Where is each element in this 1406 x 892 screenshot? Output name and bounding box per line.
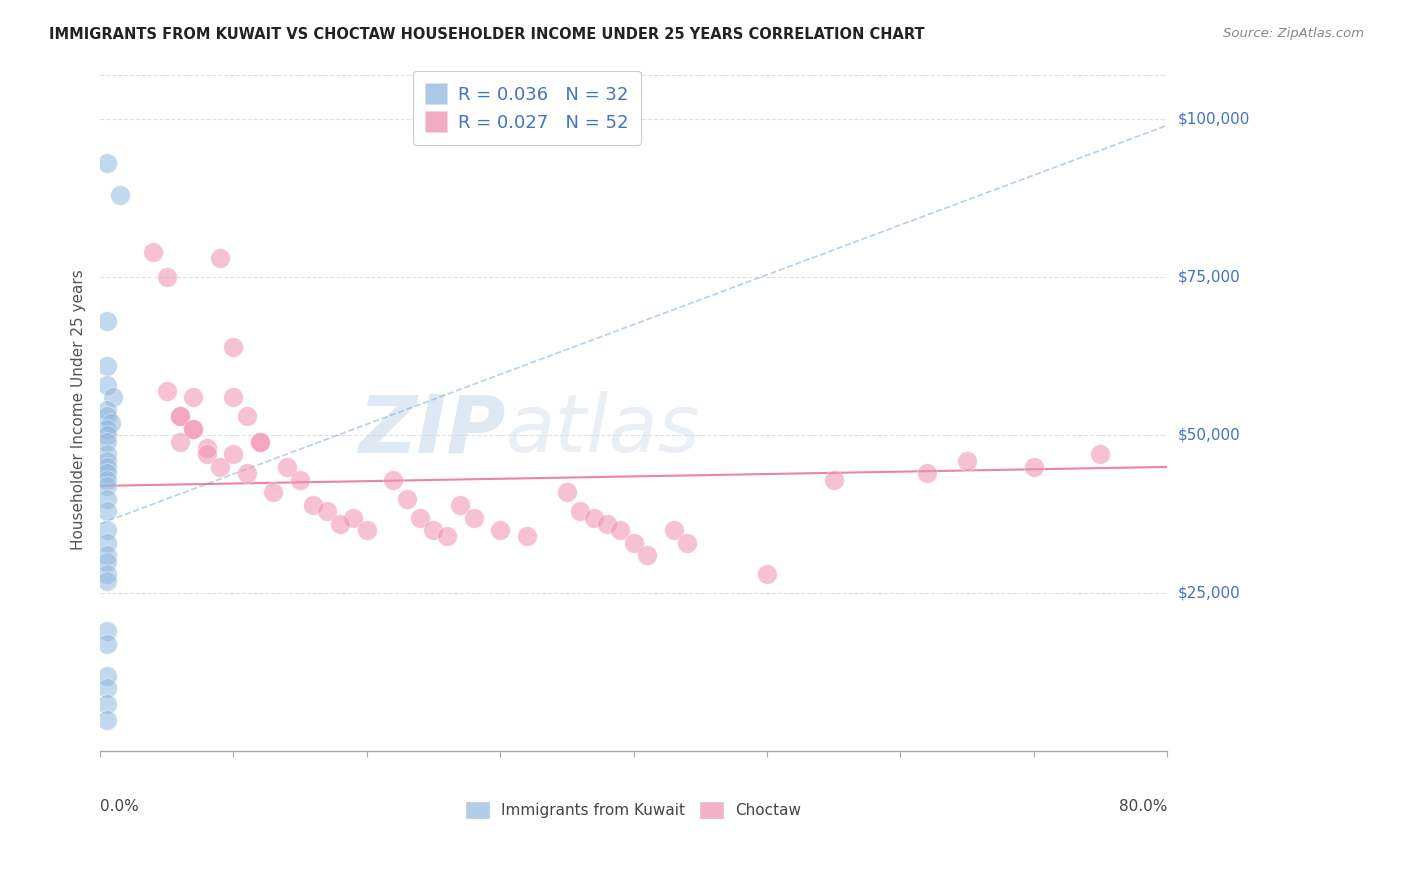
- Point: [96, 681, 118, 696]
- Text: 80.0%: 80.0%: [1119, 799, 1167, 814]
- Point: [236, 409, 259, 424]
- Point: [96, 359, 118, 373]
- Point: [96, 574, 118, 588]
- Point: [169, 409, 191, 424]
- Point: [609, 523, 631, 537]
- Point: [96, 697, 118, 711]
- Point: [676, 536, 699, 550]
- Point: [96, 434, 118, 449]
- Point: [183, 422, 205, 436]
- Text: $25,000: $25,000: [1178, 586, 1240, 601]
- Point: [755, 567, 778, 582]
- Point: [96, 555, 118, 569]
- Point: [1090, 447, 1112, 461]
- Point: [96, 536, 118, 550]
- Point: [142, 244, 165, 259]
- Point: [302, 498, 325, 512]
- Point: [156, 384, 179, 398]
- Point: [96, 314, 118, 328]
- Point: [263, 485, 285, 500]
- Point: [288, 473, 311, 487]
- Point: [596, 516, 619, 531]
- Text: IMMIGRANTS FROM KUWAIT VS CHOCTAW HOUSEHOLDER INCOME UNDER 25 YEARS CORRELATION : IMMIGRANTS FROM KUWAIT VS CHOCTAW HOUSEH…: [49, 27, 925, 42]
- Point: [422, 523, 444, 537]
- Point: [236, 467, 259, 481]
- Point: [169, 409, 191, 424]
- Point: [1022, 459, 1045, 474]
- Point: [96, 479, 118, 493]
- Point: [96, 377, 118, 392]
- Point: [956, 453, 979, 467]
- Point: [582, 510, 605, 524]
- Text: ZIP: ZIP: [359, 392, 506, 469]
- Point: [662, 523, 685, 537]
- Text: $100,000: $100,000: [1178, 112, 1250, 127]
- Point: [96, 504, 118, 518]
- Point: [222, 390, 245, 404]
- Text: Source: ZipAtlas.com: Source: ZipAtlas.com: [1223, 27, 1364, 40]
- Point: [382, 473, 405, 487]
- Point: [222, 447, 245, 461]
- Point: [103, 390, 125, 404]
- Point: [183, 422, 205, 436]
- Point: [100, 416, 122, 430]
- Point: [96, 549, 118, 563]
- Point: [156, 270, 179, 285]
- Point: [555, 485, 578, 500]
- Point: [96, 453, 118, 467]
- Point: [823, 473, 845, 487]
- Point: [409, 510, 432, 524]
- Point: [96, 467, 118, 481]
- Point: [222, 340, 245, 354]
- Point: [96, 447, 118, 461]
- Point: [183, 390, 205, 404]
- Point: [169, 434, 191, 449]
- Point: [96, 403, 118, 417]
- Point: [516, 529, 538, 543]
- Legend: R = 0.036   N = 32, R = 0.027   N = 52: R = 0.036 N = 32, R = 0.027 N = 52: [413, 70, 641, 145]
- Point: [342, 510, 364, 524]
- Point: [356, 523, 378, 537]
- Text: $75,000: $75,000: [1178, 269, 1240, 285]
- Text: $50,000: $50,000: [1178, 428, 1240, 442]
- Text: 0.0%: 0.0%: [100, 799, 139, 814]
- Point: [623, 536, 645, 550]
- Point: [209, 459, 232, 474]
- Point: [96, 428, 118, 442]
- Point: [249, 434, 271, 449]
- Point: [96, 409, 118, 424]
- Point: [96, 668, 118, 682]
- Point: [209, 251, 232, 265]
- Point: [96, 473, 118, 487]
- Point: [96, 624, 118, 639]
- Point: [436, 529, 458, 543]
- Point: [636, 549, 658, 563]
- Point: [463, 510, 485, 524]
- Point: [249, 434, 271, 449]
- Point: [915, 467, 938, 481]
- Point: [96, 567, 118, 582]
- Point: [315, 504, 337, 518]
- Point: [96, 491, 118, 506]
- Point: [195, 447, 218, 461]
- Point: [569, 504, 592, 518]
- Point: [395, 491, 418, 506]
- Point: [489, 523, 512, 537]
- Point: [96, 637, 118, 651]
- Point: [96, 713, 118, 727]
- Point: [96, 523, 118, 537]
- Point: [96, 156, 118, 170]
- Point: [449, 498, 471, 512]
- Y-axis label: Householder Income Under 25 years: Householder Income Under 25 years: [72, 269, 86, 550]
- Point: [108, 188, 131, 202]
- Point: [195, 441, 218, 455]
- Point: [96, 459, 118, 474]
- Point: [329, 516, 352, 531]
- Text: atlas: atlas: [506, 392, 700, 469]
- Point: [96, 422, 118, 436]
- Point: [276, 459, 298, 474]
